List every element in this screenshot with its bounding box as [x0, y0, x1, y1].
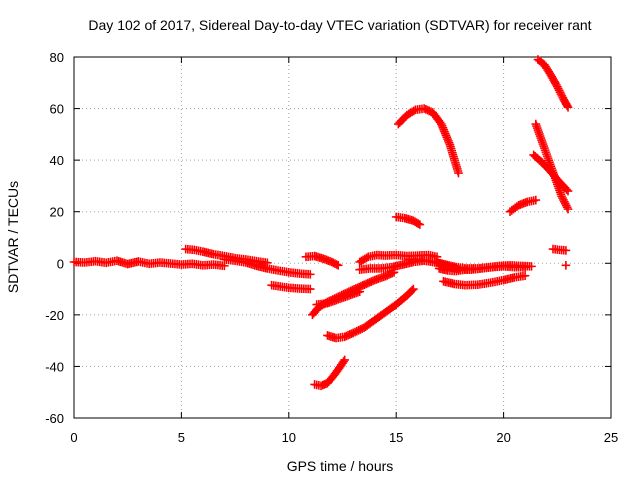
data-point	[520, 262, 530, 272]
data-point	[409, 284, 418, 294]
x-tick-label: 10	[282, 430, 296, 445]
series-11	[391, 212, 425, 229]
x-tick-label: 25	[604, 430, 618, 445]
x-tick-label: 15	[389, 430, 403, 445]
data-point	[520, 271, 530, 280]
series-19	[533, 55, 573, 112]
series-3	[267, 280, 315, 294]
series-12	[394, 104, 463, 178]
data-point	[469, 264, 478, 273]
data-point	[531, 195, 541, 205]
y-tick-label: 80	[50, 50, 64, 65]
series-15	[439, 271, 530, 290]
x-tick-label: 0	[70, 430, 77, 445]
series-13	[404, 255, 530, 275]
data-point	[562, 185, 571, 194]
data-point	[454, 168, 463, 178]
y-axis-label: SDTVAR / TECUs	[5, 181, 21, 293]
data-point	[407, 286, 417, 295]
series-20	[548, 244, 571, 255]
series-17	[531, 119, 573, 214]
series-7	[310, 355, 349, 391]
axis-ticks: 0 5 10 15 20 25 -60 -40 -20 0 20 40 60 80	[45, 50, 618, 445]
data-point	[563, 102, 573, 112]
y-tick-label: 0	[57, 256, 64, 271]
series-18	[529, 150, 573, 196]
data-point	[561, 246, 571, 255]
data-point	[340, 355, 349, 365]
y-tick-label: -40	[45, 359, 64, 374]
data-point	[305, 270, 315, 279]
series-14	[434, 264, 478, 276]
x-tick-label: 20	[496, 430, 510, 445]
series-21	[561, 261, 571, 270]
chart-title: Day 102 of 2017, Sidereal Day-to-day VTE…	[88, 17, 591, 33]
y-tick-label: 20	[50, 205, 64, 220]
y-tick-label: 40	[50, 153, 64, 168]
series-2	[220, 255, 315, 279]
series-0	[69, 256, 229, 271]
series-6	[312, 287, 364, 309]
series-8	[323, 284, 418, 343]
series-4	[301, 251, 343, 270]
data-point	[563, 204, 573, 214]
plot-frame	[73, 56, 612, 419]
data-point	[333, 261, 343, 270]
x-tick-label: 5	[178, 430, 185, 445]
y-tick-label: -60	[45, 411, 64, 426]
data-point	[305, 284, 315, 294]
y-tick-label: -20	[45, 308, 64, 323]
y-tick-label: 60	[50, 102, 64, 117]
data-point	[563, 186, 573, 196]
data-point	[355, 287, 364, 296]
data-markers	[69, 55, 573, 391]
data-point	[415, 220, 425, 229]
series-16	[505, 195, 541, 217]
x-axis-label: GPS time / hours	[287, 458, 394, 474]
data-point	[561, 261, 571, 270]
